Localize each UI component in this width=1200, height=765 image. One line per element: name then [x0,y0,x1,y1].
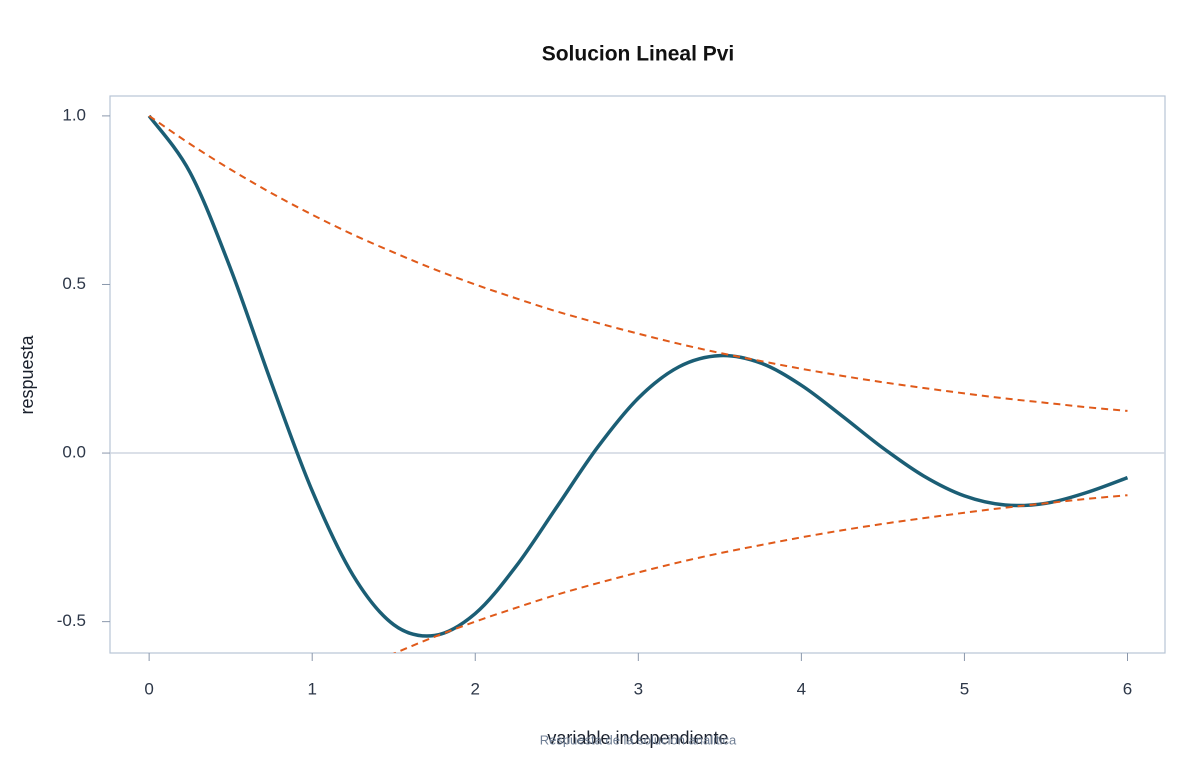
x-tick-label: 6 [1123,679,1132,698]
x-axis-label: variable independiente [547,728,728,748]
caption: Respuesta de la solucion analitica [540,732,737,747]
y-tick-label: 0.0 [62,443,86,462]
x-tick-label: 3 [634,679,643,698]
y-tick-label: -0.5 [57,611,86,630]
plot-frame [109,95,1166,654]
y-tick-label: 1.0 [62,105,86,124]
x-tick-label: 5 [960,679,969,698]
y-axis-label: respuesta [17,334,37,414]
response-line [147,114,1129,638]
y-tick-label: 0.5 [62,274,86,293]
envelope-line [148,115,1128,412]
x-tick-label: 4 [797,679,806,698]
x-tick-label: 2 [471,679,480,698]
chart-title: Solucion Lineal Pvi [542,43,735,66]
x-tick-label: 0 [144,679,153,698]
x-tick-label: 1 [307,679,316,698]
envelope-line [392,494,1128,653]
